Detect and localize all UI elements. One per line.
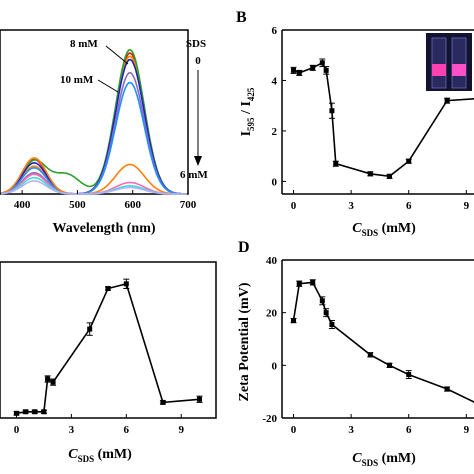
vial-right-glow xyxy=(452,64,466,76)
panel-c-ticks: 0 3 6 9 xyxy=(14,414,184,436)
panel-d-letter: D xyxy=(238,239,250,256)
annotation-8mm-arrow xyxy=(105,45,129,65)
panel-b-point xyxy=(319,60,325,66)
panel-a-x-tick-label: 700 xyxy=(180,199,197,211)
panel-a-emission-spectra: 400 500 600 700 Wavelength (nm) 8 mM 10 mM … xyxy=(0,29,208,236)
spectrum-curve-1 xyxy=(0,52,187,195)
panel-d-x-tick-label: 9 xyxy=(464,424,470,436)
spectrum-curve-10 xyxy=(1,180,187,195)
panel-b-x-axis-label: CSDS (mM) xyxy=(352,221,416,238)
panel-c-point xyxy=(13,410,19,416)
panel-c-point xyxy=(45,376,51,382)
panel-a-x-tick-label: 500 xyxy=(69,199,86,211)
panel-b-letter: B xyxy=(236,9,247,26)
panel-d-point xyxy=(296,281,302,287)
panel-d-point xyxy=(310,279,316,285)
spectrum-curve-3 xyxy=(0,48,187,195)
panel-b-point xyxy=(333,161,339,167)
panel-b-x-tick-label: 3 xyxy=(348,200,354,212)
panel-b-point xyxy=(291,67,297,73)
panel-c-point xyxy=(123,281,129,287)
annotation-sds: SDS xyxy=(186,38,206,50)
panel-b-x-tick-label: 0 xyxy=(291,200,297,212)
concentration-arrow-head xyxy=(194,156,202,166)
vial-left xyxy=(431,37,447,89)
panel-d-point xyxy=(291,318,297,324)
panel-b-y-tick-label: 6 xyxy=(272,25,278,37)
panel-d-y-tick-label: 40 xyxy=(266,255,278,267)
panel-d-point xyxy=(387,362,393,368)
panel-c-data xyxy=(13,278,203,416)
panel-d-x-tick-label: 6 xyxy=(406,424,412,436)
panel-d-zeta-potential: D 0 3 6 9 -20 0 20 40 Zeta Potential (mV) CSDS … xyxy=(237,239,474,468)
panel-a-x-axis-label: Wavelength (nm) xyxy=(52,221,155,236)
panel-b-point xyxy=(367,171,373,177)
panel-b-y-tick-label: 4 xyxy=(272,75,278,87)
panel-d-y-tick-label: -20 xyxy=(262,413,277,425)
panel-b-point xyxy=(387,173,393,179)
panel-d-point xyxy=(329,322,335,328)
annotation-10mm: 10 mM xyxy=(60,74,94,86)
panel-b-intensity-ratio: B 0 3 6 9 0 2 4 6 I595 / I425 CSDS (mM) xyxy=(236,9,474,238)
panel-b-x-tick-label: 6 xyxy=(406,200,412,212)
panel-d-point xyxy=(406,372,412,378)
panel-c: 0 3 6 9 CSDS (mM) xyxy=(0,261,217,464)
panel-b-y-tick-label: 0 xyxy=(272,176,278,188)
panel-b-point xyxy=(323,67,329,73)
panel-b-point xyxy=(296,70,302,76)
panel-a-x-ticks: 400 500 600 700 xyxy=(14,190,197,211)
panel-c-point xyxy=(87,326,93,332)
panel-b-x-tick-label: 9 xyxy=(464,200,470,212)
annotation-8mm: 8 mM xyxy=(70,38,98,50)
panel-a-curves xyxy=(0,48,187,195)
panel-a-x-tick-label: 400 xyxy=(14,199,31,211)
panel-d-x-tick-label: 3 xyxy=(348,424,354,436)
panel-d-point xyxy=(367,352,373,358)
annotation-zero: 0 xyxy=(195,55,201,67)
panel-b-point xyxy=(406,158,412,164)
panel-b-point xyxy=(329,108,335,114)
panel-c-line xyxy=(16,282,200,415)
panel-c-x-axis-label: CSDS (mM) xyxy=(68,447,132,464)
panel-c-x-tick-label: 6 xyxy=(124,424,130,436)
panel-b-y-axis-label: I595 / I425 xyxy=(239,87,256,136)
panel-b-y-tick-label: 2 xyxy=(272,126,278,138)
panel-d-y-tick-label: 20 xyxy=(266,308,278,320)
panel-d-x-tick-label: 0 xyxy=(291,424,297,436)
panel-d-point xyxy=(444,386,450,392)
panel-c-point xyxy=(50,379,56,385)
panel-d-data xyxy=(290,279,474,403)
panel-c-point xyxy=(105,286,111,292)
panel-c-point xyxy=(23,409,29,415)
annotation-10mm-arrow xyxy=(97,79,119,93)
annotation-6mm: 6 mM xyxy=(180,169,208,181)
vial-right xyxy=(451,37,467,89)
panel-a-x-tick-label: 600 xyxy=(124,199,141,211)
panel-d-ticks: 0 3 6 9 -20 0 20 40 xyxy=(262,255,469,436)
panel-b-point xyxy=(444,98,450,104)
vial-left-glow xyxy=(432,64,446,76)
panel-c-x-tick-label: 0 xyxy=(14,424,20,436)
panel-c-point xyxy=(197,396,203,402)
panel-b-point xyxy=(310,65,316,71)
panel-d-y-axis-label: Zeta Potential (mV) xyxy=(237,282,252,401)
panel-b-data xyxy=(290,58,474,179)
panel-d-x-axis-label: CSDS (mM) xyxy=(352,451,416,468)
panel-d-y-tick-label: 0 xyxy=(272,360,278,372)
panel-d-point xyxy=(323,310,329,316)
panel-c-x-tick-label: 3 xyxy=(69,424,75,436)
panel-c-point xyxy=(41,409,47,415)
panel-c-point xyxy=(160,399,166,405)
spectrum-curve-6 xyxy=(0,81,187,195)
panel-c-point xyxy=(32,409,38,415)
panel-c-x-tick-label: 9 xyxy=(178,424,184,436)
panel-c-frame xyxy=(0,261,217,419)
panel-b-ticks: 0 3 6 9 0 2 4 6 xyxy=(272,25,470,212)
panel-d-point xyxy=(319,298,325,304)
